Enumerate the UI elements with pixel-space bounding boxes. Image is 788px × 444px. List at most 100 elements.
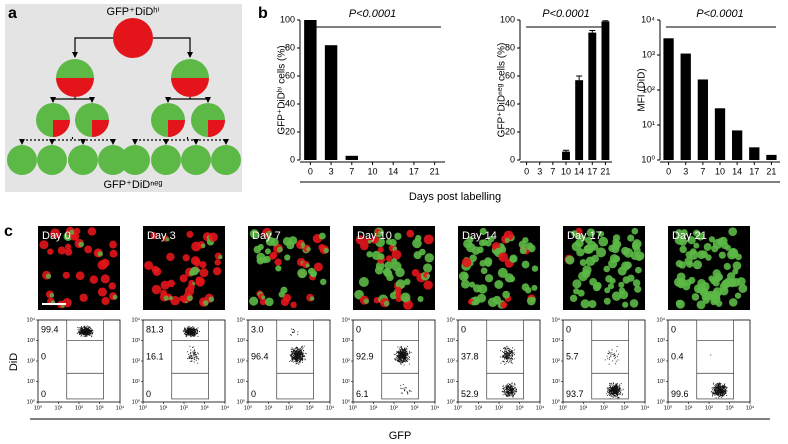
cell-green — [49, 293, 55, 298]
cell-red — [89, 275, 99, 284]
flow-event — [503, 385, 505, 387]
flow-event — [299, 348, 301, 350]
flow-event — [403, 358, 405, 360]
flow-event — [401, 357, 403, 359]
gate — [276, 319, 315, 400]
flow-event — [721, 384, 723, 386]
cell-green — [680, 229, 688, 237]
flow-event — [713, 393, 715, 394]
flow-event — [190, 331, 192, 333]
flow-event — [300, 360, 302, 362]
flow-event — [512, 389, 514, 391]
flow-event — [397, 356, 399, 358]
flow-y-tick-label: 10³ — [657, 338, 665, 344]
flow-event — [510, 385, 512, 387]
flow-event — [514, 389, 516, 391]
flow-event — [724, 384, 726, 386]
flow-event — [403, 349, 404, 351]
flow-event — [408, 363, 410, 365]
flow-event — [190, 357, 192, 359]
flow-event — [712, 391, 714, 393]
flow-event — [83, 327, 85, 329]
cell-green — [484, 274, 494, 283]
cell-green — [270, 238, 279, 247]
flow-event — [191, 332, 193, 334]
flow-event — [194, 355, 196, 357]
flow-event — [726, 386, 728, 388]
y-tick-label: 20 — [505, 126, 515, 136]
flow-event — [402, 356, 403, 358]
flow-event — [83, 329, 85, 331]
flow-event — [513, 358, 515, 360]
cell-green — [480, 267, 488, 275]
flow-event — [402, 354, 403, 356]
cell-green — [592, 283, 601, 292]
cell-green — [632, 279, 641, 287]
flow-event — [296, 352, 298, 354]
cell-green — [7, 145, 37, 175]
bar — [680, 53, 691, 160]
flow-event — [506, 395, 507, 397]
cell-green — [691, 293, 700, 301]
flow-event — [610, 391, 612, 393]
flow-event — [506, 355, 508, 357]
flow-event — [193, 353, 195, 355]
flow-event — [396, 351, 398, 353]
flow-event — [401, 361, 403, 363]
flow-event — [289, 354, 291, 356]
flow-event — [292, 348, 294, 350]
cell-green — [98, 145, 128, 175]
flow-event — [619, 384, 621, 386]
flow-event — [714, 390, 716, 392]
gate-percent: 0 — [41, 389, 46, 399]
flow-event — [609, 383, 611, 384]
flow-event — [722, 387, 724, 388]
cell-green — [423, 263, 433, 273]
flow-event — [401, 354, 403, 356]
flow-event — [722, 392, 724, 394]
cell-green — [577, 289, 585, 297]
flow-event — [505, 357, 507, 359]
flow-event — [86, 328, 88, 330]
flow-event — [607, 358, 609, 360]
flow-event — [719, 388, 721, 390]
flow-event — [399, 351, 401, 353]
flow-event — [86, 327, 88, 329]
flow-event — [613, 392, 615, 394]
flow-event — [194, 351, 196, 353]
flow-event — [397, 355, 399, 357]
flow-event — [507, 389, 509, 391]
flow-event — [616, 350, 617, 352]
flow-event — [182, 329, 184, 331]
flow-event — [720, 391, 722, 393]
flow-event — [506, 361, 507, 363]
flow-event — [193, 353, 195, 355]
flow-event — [81, 333, 83, 335]
flow-event — [722, 387, 724, 389]
flow-event — [714, 394, 716, 396]
flow-event — [513, 391, 515, 393]
flow-event — [510, 353, 512, 354]
flow-event — [303, 356, 305, 358]
flow-event — [615, 392, 617, 394]
cell-red — [50, 228, 61, 239]
cell-red — [100, 274, 110, 284]
flow-event — [722, 393, 724, 395]
cell-red — [57, 246, 66, 255]
flow-event — [715, 389, 717, 391]
flow-event — [500, 362, 502, 364]
flow-event — [403, 355, 405, 357]
flow-event — [611, 354, 613, 356]
flow-event — [294, 348, 296, 350]
cell-green — [572, 279, 582, 289]
flow-event — [722, 385, 724, 387]
flow-event — [507, 393, 509, 395]
cell-green — [525, 242, 534, 251]
cell-green — [565, 255, 575, 265]
cell-red — [144, 260, 154, 270]
gate-percent: 0 — [251, 389, 256, 399]
flow-event — [711, 391, 713, 393]
flow-event — [716, 386, 718, 388]
flow-event — [405, 357, 407, 359]
flow-event — [85, 331, 87, 333]
